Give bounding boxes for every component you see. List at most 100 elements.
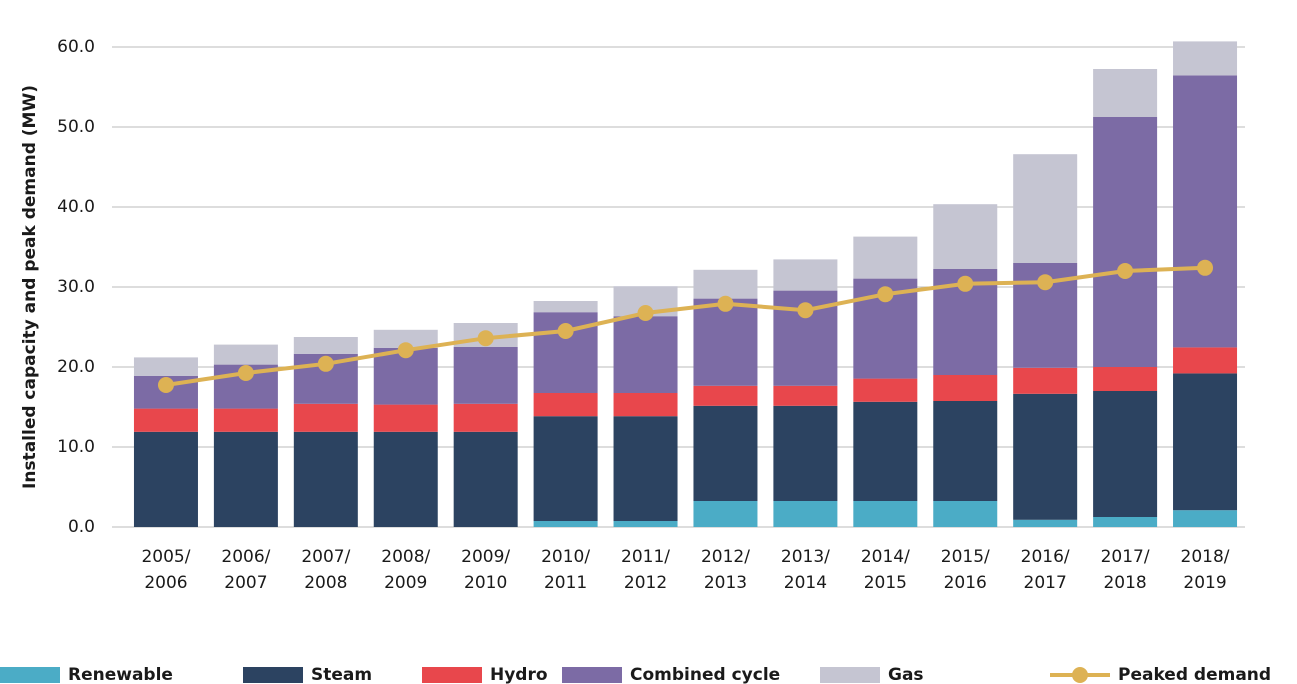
bar-segment [1173, 347, 1238, 374]
bar-segment [533, 393, 598, 417]
bar-segment [1173, 41, 1238, 76]
demand-point [797, 302, 814, 319]
bar-segment [213, 344, 278, 365]
legend-label: Gas [888, 665, 924, 684]
legend-label: Renewable [68, 665, 173, 684]
x-tick-line: 2007/ [301, 547, 350, 567]
y-tick-label: 60.0 [57, 37, 95, 57]
legend-swatch [562, 667, 622, 683]
bar-segment [213, 431, 278, 527]
demand-point [317, 355, 334, 372]
bar-segment [853, 501, 918, 527]
x-tick-line: 2017/ [1101, 547, 1150, 567]
bar-segment [1173, 510, 1238, 527]
legend-label: Steam [311, 665, 372, 684]
y-tick-label: 40.0 [57, 197, 95, 217]
x-tick-line: 2015 [864, 573, 907, 593]
x-tick-label: 2014/2015 [861, 547, 910, 593]
demand-point [557, 323, 574, 339]
x-tick-line: 2009/ [461, 547, 510, 567]
y-tick-label: 10.0 [57, 437, 95, 457]
bar-segment [533, 521, 598, 527]
x-tick-line: 2011/ [621, 547, 670, 567]
bar-segment [1173, 75, 1238, 348]
x-tick-line: 2008 [304, 573, 347, 593]
bar-segment [613, 521, 678, 527]
demand-point [1117, 263, 1134, 279]
bar-segment [853, 236, 918, 279]
bar-segment [533, 416, 598, 521]
demand-point [1197, 259, 1214, 276]
bar-segment [213, 408, 278, 432]
demand-point [397, 342, 414, 359]
bar-segment [133, 431, 198, 527]
bar-segment [1173, 373, 1238, 511]
demand-point [1037, 274, 1054, 291]
x-tick-label: 2007/2008 [301, 547, 350, 593]
x-tick-label: 2005/2006 [141, 547, 190, 593]
bar-segment [933, 375, 998, 401]
x-tick-line: 2016/ [1021, 547, 1070, 567]
demand-point [957, 275, 974, 292]
x-tick-label: 2017/2018 [1101, 547, 1150, 593]
bar-segment [453, 347, 518, 404]
bar-segment [533, 301, 598, 313]
x-tick-line: 2008/ [381, 547, 430, 567]
x-tick-line: 2018/ [1181, 547, 1230, 567]
x-tick-line: 2016 [944, 573, 987, 593]
bar-segment [933, 501, 998, 527]
bar-segment [1093, 367, 1158, 391]
x-tick-line: 2006 [144, 573, 187, 593]
x-tick-line: 2006/ [221, 547, 270, 567]
legend-swatch [820, 667, 880, 683]
y-tick-label: 30.0 [57, 277, 95, 297]
bar-segment [1093, 117, 1158, 367]
x-tick-label: 2012/2013 [701, 547, 750, 593]
demand-point [157, 377, 174, 393]
x-tick-line: 2005/ [141, 547, 190, 567]
bar-segment [373, 404, 438, 432]
x-tick-line: 2014 [784, 573, 827, 593]
bar-segment [1013, 393, 1078, 520]
x-tick-label: 2009/2010 [461, 547, 510, 593]
bar-segment [373, 431, 438, 527]
x-tick-line: 2011 [544, 573, 587, 593]
y-tick-label: 50.0 [57, 117, 95, 137]
x-tick-line: 2013 [704, 573, 747, 593]
x-tick-line: 2009 [384, 573, 427, 593]
x-tick-label: 2011/2012 [621, 547, 670, 593]
x-tick-line: 2010/ [541, 547, 590, 567]
x-tick-label: 2008/2009 [381, 547, 430, 593]
bar-segment [293, 431, 358, 527]
bar-segment [133, 408, 198, 432]
bar-segment [773, 501, 838, 527]
bar-segment [773, 405, 838, 501]
bar-segment [293, 403, 358, 432]
legend-label: Combined cycle [630, 665, 780, 684]
bar-segment [613, 316, 678, 393]
x-tick-line: 2010 [464, 573, 507, 593]
x-tick-line: 2012 [624, 573, 667, 593]
x-tick-label: 2006/2007 [221, 547, 270, 593]
bar-segment [693, 385, 758, 406]
legend-swatch [1072, 667, 1088, 683]
x-tick-line: 2014/ [861, 547, 910, 567]
legend-swatch [422, 667, 482, 683]
x-tick-label: 2018/2019 [1181, 547, 1230, 593]
bar-segment [373, 329, 438, 348]
y-axis-label: Installed capacity and peak demand (MW) [20, 85, 40, 489]
x-tick-label: 2013/2014 [781, 547, 830, 593]
bar-segment [773, 385, 838, 406]
demand-point [477, 330, 494, 347]
x-tick-line: 2018 [1103, 573, 1146, 593]
bar-segment [1013, 519, 1078, 527]
x-tick-line: 2017 [1024, 573, 1067, 593]
demand-point [877, 286, 894, 303]
x-tick-line: 2019 [1183, 573, 1226, 593]
bar-segment [453, 403, 518, 432]
bar-segment [853, 401, 918, 501]
bar-segment [693, 298, 758, 386]
x-tick-line: 2015/ [941, 547, 990, 567]
legend-label: Peaked demand [1118, 665, 1271, 684]
